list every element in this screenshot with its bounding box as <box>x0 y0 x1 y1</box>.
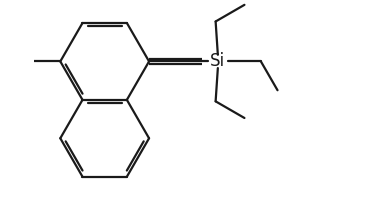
Text: Si: Si <box>210 52 225 71</box>
